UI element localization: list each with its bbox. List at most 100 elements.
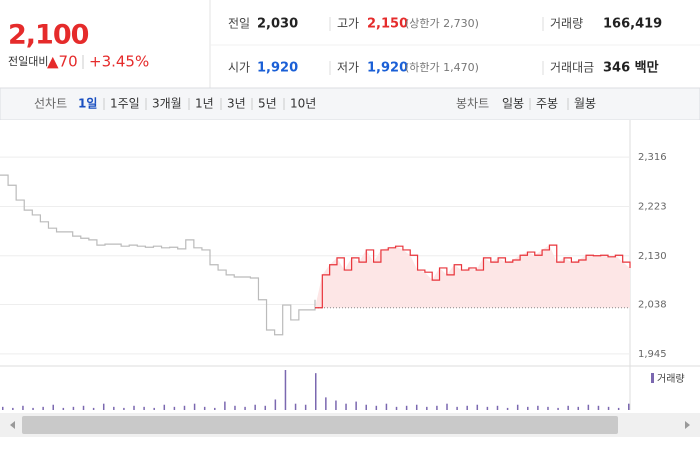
volume-bar xyxy=(375,405,378,410)
volume-bar xyxy=(436,405,438,410)
volume-bar xyxy=(304,404,307,410)
volume-bar xyxy=(183,405,186,410)
header-bg xyxy=(0,0,700,88)
volume-bar xyxy=(244,406,246,410)
toolbar-label: 선차트 xyxy=(34,97,67,111)
range-tab[interactable]: 10년 xyxy=(290,97,316,111)
volume-bar xyxy=(557,407,559,410)
volume-bar xyxy=(234,405,236,410)
range-tab[interactable]: 1년 xyxy=(195,97,214,111)
volume-bar xyxy=(315,373,317,410)
range-tab[interactable]: 3년 xyxy=(227,97,246,111)
volume-bar xyxy=(415,404,418,410)
volume-bar xyxy=(365,404,367,410)
volume-bar xyxy=(163,404,166,410)
volume-bar xyxy=(214,407,216,410)
candle-tab[interactable]: 일봉 xyxy=(502,97,524,111)
stat-label: 전일 xyxy=(228,17,250,31)
volume-bar xyxy=(113,406,115,410)
stat-note: (상한가 2,730) xyxy=(405,17,479,30)
legend-swatch xyxy=(651,373,654,383)
scrollbar-thumb[interactable] xyxy=(22,416,618,434)
volume-bar xyxy=(133,405,135,410)
volume-bar xyxy=(587,404,590,410)
range-tab[interactable]: 1주일 xyxy=(110,97,140,111)
volume-bar xyxy=(607,406,610,410)
stat-label: 저가 xyxy=(337,61,359,75)
volume-bar xyxy=(12,407,14,410)
y-tick-label: 1,945 xyxy=(638,349,667,360)
volume-bar xyxy=(355,401,357,410)
stat-label: 시가 xyxy=(228,61,250,75)
toolbar-label: 봉차트 xyxy=(456,97,489,111)
price-line xyxy=(315,244,631,309)
volume-bar xyxy=(42,406,44,410)
volume-bar xyxy=(385,403,388,410)
volume-bar xyxy=(143,406,145,410)
volume-bar xyxy=(476,404,479,410)
stat-label: 고가 xyxy=(337,17,359,31)
volume-bar xyxy=(52,404,54,410)
volume-bar xyxy=(597,405,600,410)
range-tab[interactable]: 3개월 xyxy=(152,97,182,111)
volume-bar xyxy=(325,397,327,410)
volume-bar xyxy=(345,403,347,410)
change-pct: +3.45% xyxy=(89,53,149,71)
volume-bar xyxy=(72,406,75,410)
y-tick-label: 2,038 xyxy=(638,300,667,311)
volume-bar xyxy=(466,405,468,410)
volume-bar xyxy=(486,406,489,410)
scroll-left[interactable] xyxy=(10,421,15,429)
volume-bar xyxy=(456,406,458,410)
volume-bar xyxy=(173,406,176,410)
volume-bar xyxy=(82,405,85,410)
volume-bar xyxy=(446,403,448,410)
area-fill xyxy=(315,245,630,308)
volume-bar xyxy=(153,407,155,410)
candle-tab[interactable]: 월봉 xyxy=(574,97,596,111)
stat-note: (하한가 1,470) xyxy=(405,60,479,74)
stat-value: 166,419 xyxy=(603,17,662,32)
volume-bar xyxy=(547,406,549,410)
price: 2,100 xyxy=(8,20,89,51)
volume-bar xyxy=(224,401,226,410)
volume-bar xyxy=(294,403,297,410)
volume-bar xyxy=(254,404,256,410)
volume-bar xyxy=(405,405,408,410)
stat-label: 거래량 xyxy=(550,17,583,31)
volume-bar xyxy=(274,399,277,410)
change: ▲70 xyxy=(47,53,78,71)
volume-bar xyxy=(506,407,509,410)
stat-value: 346 백만 xyxy=(603,60,659,76)
change-label: 전일대비 xyxy=(8,54,48,68)
stat-value: 2,150 xyxy=(367,17,408,32)
stat-label: 거래대금 xyxy=(550,61,594,75)
volume-bar xyxy=(335,400,337,410)
volume-bar xyxy=(527,406,529,410)
volume-bar xyxy=(2,406,4,410)
volume-bar xyxy=(496,405,499,410)
volume-bar xyxy=(193,403,196,410)
volume-bar xyxy=(426,406,428,410)
range-tab[interactable]: 5년 xyxy=(258,97,277,111)
volume-bar xyxy=(516,404,519,410)
stat-value: 1,920 xyxy=(257,61,298,76)
y-tick-label: 2,223 xyxy=(638,201,667,212)
volume-bar xyxy=(22,405,24,410)
price-line xyxy=(0,174,316,336)
candle-tab[interactable]: 주봉 xyxy=(536,97,558,111)
y-tick-label: 2,316 xyxy=(638,152,667,163)
volume-bar xyxy=(537,405,539,410)
volume-bar xyxy=(102,403,105,410)
volume-bar xyxy=(32,407,34,410)
volume-bar xyxy=(264,405,267,410)
y-tick-label: 2,130 xyxy=(638,251,667,262)
scroll-right[interactable] xyxy=(685,421,690,429)
stat-value: 1,920 xyxy=(367,61,408,76)
volume-bar xyxy=(62,407,65,410)
volume-bar xyxy=(577,406,580,410)
volume-bar xyxy=(617,407,620,410)
volume-bar xyxy=(284,370,287,410)
range-tab[interactable]: 1일 xyxy=(78,97,97,111)
